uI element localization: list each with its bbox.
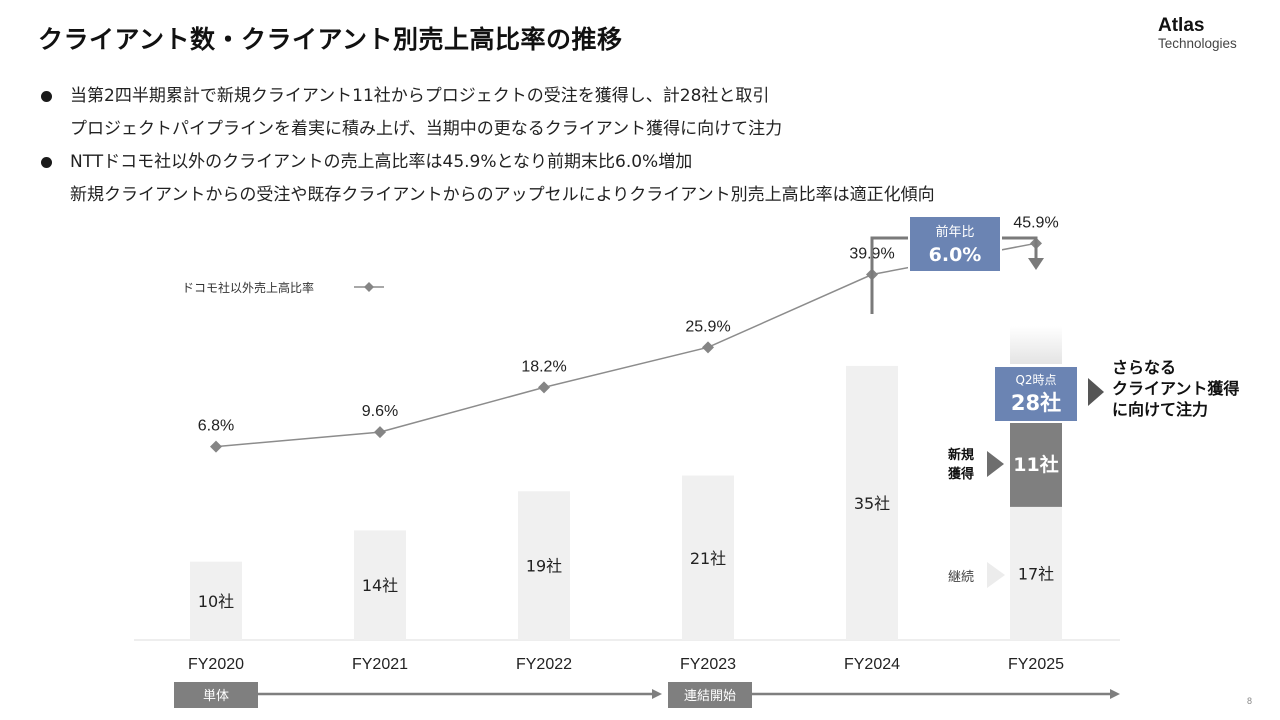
continuing-arrow-icon — [987, 562, 1005, 588]
yoy-arrow-icon — [1028, 258, 1044, 270]
x-tick-label: FY2024 — [844, 656, 900, 673]
bar — [190, 561, 242, 640]
bar — [846, 365, 898, 640]
bar-new — [1010, 420, 1062, 507]
legend-label: ドコモ社以外売上高比率 — [182, 280, 314, 295]
legend-marker — [364, 282, 374, 292]
bullet-dot-icon — [41, 157, 52, 168]
bar-fade — [1010, 326, 1062, 364]
callout-text: に向けて注力 — [1112, 400, 1208, 419]
x-tick-label: FY2023 — [680, 656, 736, 673]
line-value-label: 18.2% — [521, 358, 566, 375]
yoy-badge — [908, 215, 1002, 273]
line-marker — [538, 381, 550, 394]
bullet-line: NTTドコモ社以外のクライアントの売上高比率は45.9%となり前期末比6.0%増… — [70, 152, 693, 172]
timeline-arrowhead-icon — [1110, 689, 1120, 699]
line-value-label: 25.9% — [685, 318, 730, 335]
timeline-start-label: 単体 — [203, 688, 229, 704]
bar-value-label: 35社 — [854, 494, 890, 513]
timeline-mid-box — [668, 682, 752, 708]
page-number: 8 — [1246, 696, 1252, 706]
timeline-start-box — [174, 682, 258, 708]
bullet-line: プロジェクトパイプラインを着実に積み上げ、当期中の更なるクライアント獲得に向けて… — [70, 119, 783, 139]
bar — [682, 475, 734, 640]
logo-name: Atlas — [1158, 15, 1205, 36]
total-badge — [993, 365, 1079, 423]
bar-value-label: 17社 — [1018, 564, 1054, 583]
line-series — [215, 242, 1037, 448]
bullet-line: 新規クライアントからの受注や既存クライアントからのアップセルによりクライアント別… — [70, 185, 935, 205]
bullet-item: NTTドコモ社以外のクライアントの売上高比率は45.9%となり前期末比6.0%増… — [38, 146, 1258, 212]
new-label: 獲得 — [948, 466, 974, 482]
page-title: クライアント数・クライアント別売上高比率の推移 — [38, 25, 623, 54]
line-value-label: 9.6% — [362, 403, 398, 420]
bullet-line: 当第2四半期累計で新規クライアント11社からプロジェクトの受注を獲得し、計28社… — [70, 86, 770, 106]
new-arrow-icon — [987, 451, 1004, 477]
bullet-item: 当第2四半期累計で新規クライアント11社からプロジェクトの受注を獲得し、計28社… — [38, 80, 1258, 146]
bar — [518, 491, 570, 640]
x-tick-label: FY2021 — [352, 656, 408, 673]
timeline-arrowhead-icon — [652, 689, 662, 699]
bar-value-label: 14社 — [362, 576, 398, 595]
new-label: 新規 — [948, 447, 974, 463]
callout-text: さらなる — [1112, 358, 1176, 377]
bullet-dot-icon — [41, 91, 52, 102]
total-badge-line1: Q2時点 — [1015, 373, 1056, 387]
yoy-badge-line2: 6.0% — [929, 244, 982, 266]
bar-value-label: 21社 — [690, 549, 726, 568]
company-logo: Atlas Technologies — [1158, 16, 1258, 52]
x-tick-label: FY2022 — [516, 656, 572, 673]
line-marker — [702, 341, 714, 354]
callout-arrow-icon — [1088, 378, 1104, 406]
line-value-label: 6.8% — [198, 418, 234, 435]
timeline-mid-label: 連結開始 — [684, 689, 736, 704]
bullet-list: 当第2四半期累計で新規クライアント11社からプロジェクトの受注を獲得し、計28社… — [38, 80, 1258, 212]
bar-continuing — [1010, 506, 1062, 640]
callout-text: クライアント獲得 — [1112, 379, 1239, 398]
continuing-label: 継続 — [948, 570, 974, 585]
yoy-bracket-left — [870, 236, 910, 314]
line-value-label: 45.9% — [1013, 214, 1058, 231]
total-badge-line2: 28社 — [1011, 391, 1061, 415]
x-tick-label: FY2025 — [1008, 656, 1064, 673]
line-marker — [210, 440, 222, 453]
logo-sub: Technologies — [1158, 36, 1237, 51]
x-tick-label: FY2020 — [188, 656, 244, 673]
bar — [354, 530, 406, 640]
bar-value-label: 11社 — [1013, 453, 1058, 476]
yoy-bracket-right — [1000, 236, 1038, 260]
bar-value-label: 19社 — [526, 557, 562, 576]
line-marker — [374, 426, 386, 439]
bar-value-label: 10社 — [198, 592, 234, 611]
yoy-badge-line1: 前年比 — [935, 224, 974, 240]
